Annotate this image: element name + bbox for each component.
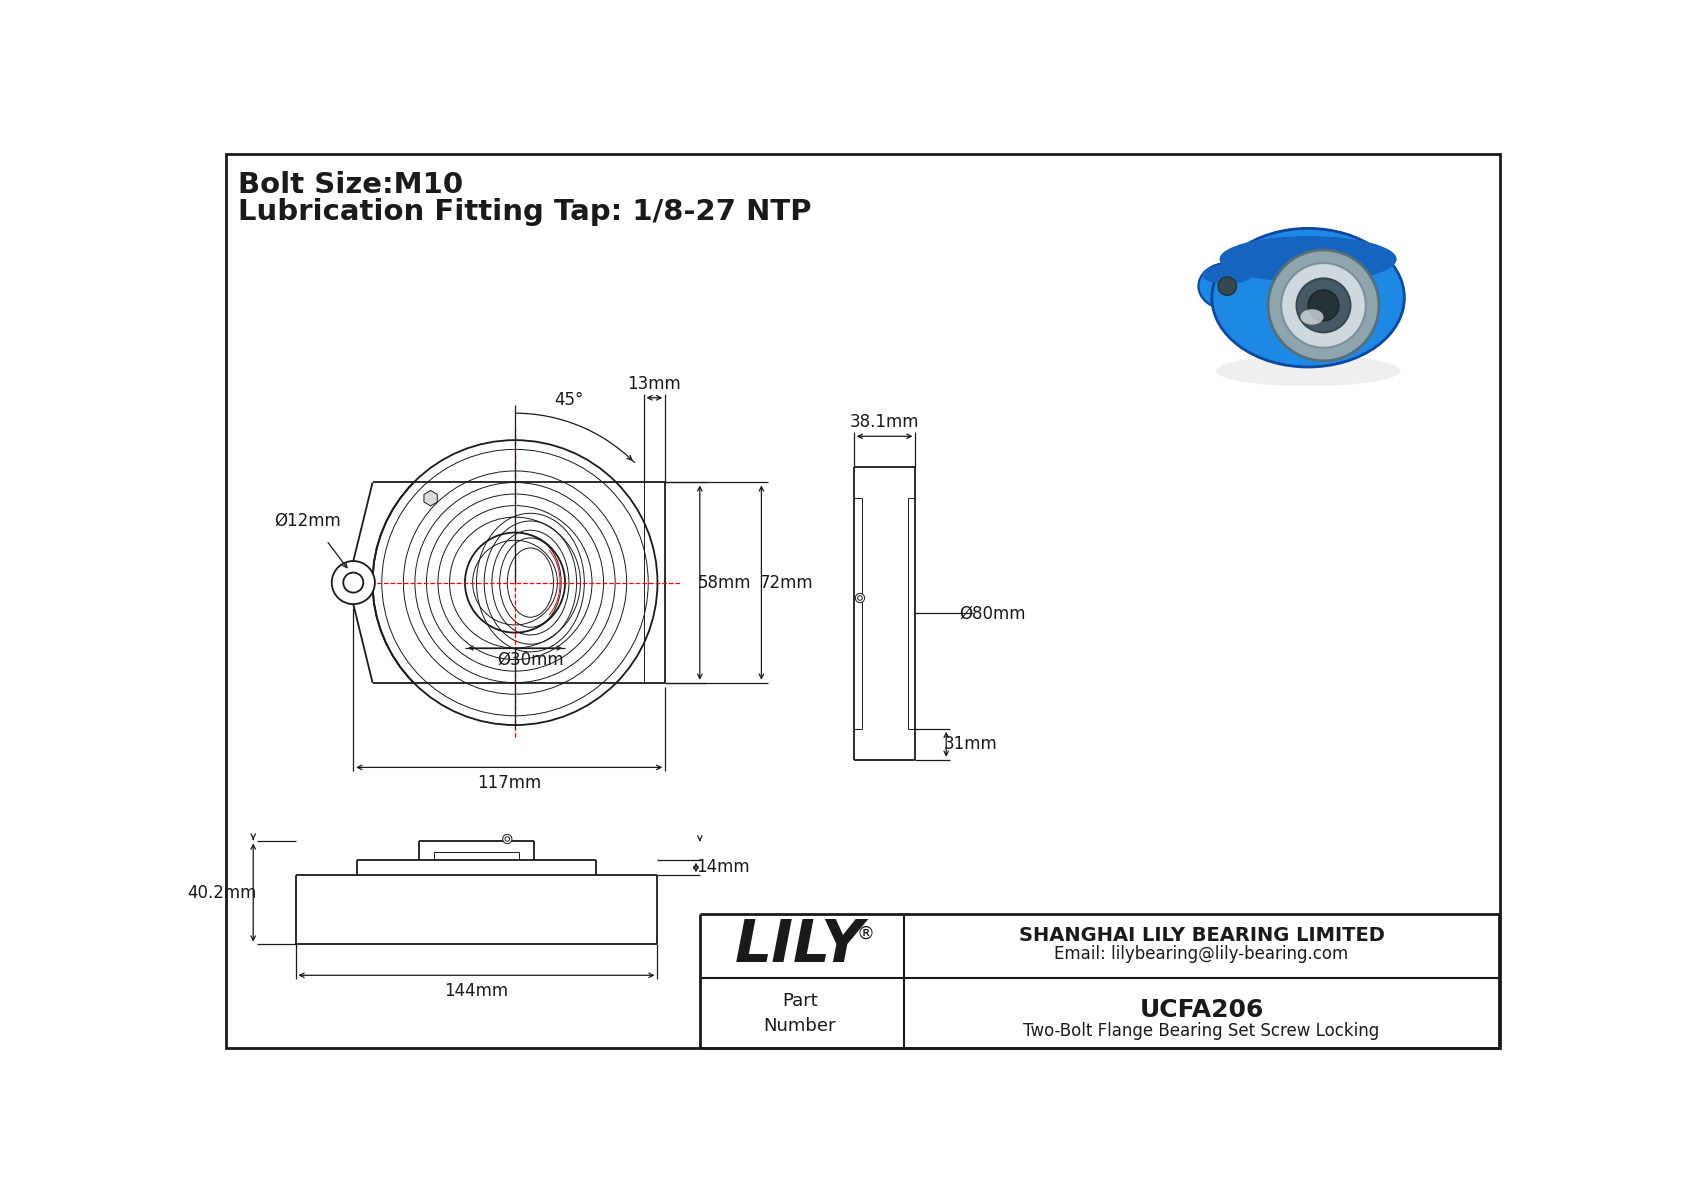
Text: 14mm: 14mm	[695, 859, 749, 877]
Ellipse shape	[1202, 264, 1253, 285]
Circle shape	[1297, 279, 1351, 332]
Text: Bolt Size:M10: Bolt Size:M10	[237, 170, 463, 199]
Circle shape	[1308, 289, 1339, 320]
Text: Lubrication Fitting Tap: 1/8-27 NTP: Lubrication Fitting Tap: 1/8-27 NTP	[237, 198, 812, 225]
Text: Ø30mm: Ø30mm	[497, 650, 564, 668]
Text: LILY: LILY	[736, 917, 864, 974]
Text: 72mm: 72mm	[759, 574, 813, 592]
Ellipse shape	[1219, 236, 1396, 282]
Ellipse shape	[1199, 263, 1256, 310]
Text: 45°: 45°	[554, 392, 584, 410]
Text: 144mm: 144mm	[445, 981, 509, 999]
Circle shape	[1268, 250, 1379, 361]
Text: 58mm: 58mm	[697, 574, 751, 592]
Circle shape	[1282, 263, 1366, 348]
Text: 40.2mm: 40.2mm	[187, 884, 258, 902]
Polygon shape	[424, 491, 438, 506]
Circle shape	[855, 593, 864, 603]
Text: 117mm: 117mm	[477, 774, 541, 792]
Text: SHANGHAI LILY BEARING LIMITED: SHANGHAI LILY BEARING LIMITED	[1019, 925, 1384, 944]
Text: Email: lilybearing@lily-bearing.com: Email: lilybearing@lily-bearing.com	[1054, 944, 1349, 962]
Circle shape	[332, 561, 376, 604]
Circle shape	[1218, 276, 1236, 295]
Text: 31mm: 31mm	[945, 735, 997, 753]
Text: 13mm: 13mm	[628, 375, 682, 393]
Ellipse shape	[1216, 355, 1401, 386]
Text: 38.1mm: 38.1mm	[850, 413, 919, 431]
Text: Part
Number: Part Number	[763, 992, 837, 1035]
Ellipse shape	[1212, 229, 1404, 367]
Text: Ø12mm: Ø12mm	[274, 512, 340, 530]
Text: Two-Bolt Flange Bearing Set Screw Locking: Two-Bolt Flange Bearing Set Screw Lockin…	[1024, 1023, 1379, 1041]
Circle shape	[504, 835, 512, 843]
Ellipse shape	[1300, 310, 1324, 325]
Text: ®: ®	[857, 925, 874, 943]
Text: Ø80mm: Ø80mm	[960, 604, 1026, 623]
Text: UCFA206: UCFA206	[1140, 998, 1263, 1022]
